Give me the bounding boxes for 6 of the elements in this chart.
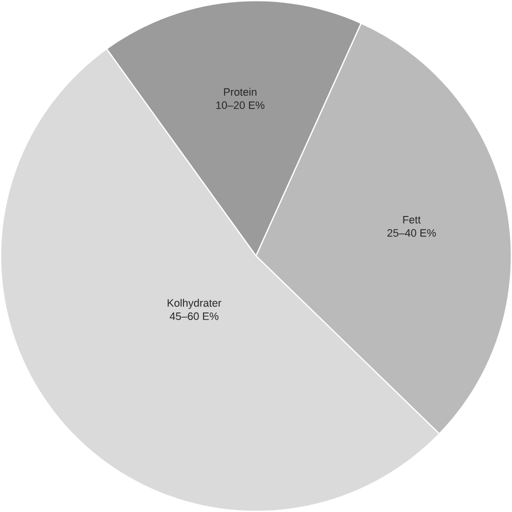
slice-label: Fett [403, 216, 421, 224]
text: 45–60 E% [170, 312, 218, 320]
text: 25–40 E% [387, 229, 436, 237]
text: 10–20 E% [216, 101, 264, 109]
slice-label: Kolhydrater [168, 298, 222, 309]
slice-label: Protein [224, 88, 256, 96]
